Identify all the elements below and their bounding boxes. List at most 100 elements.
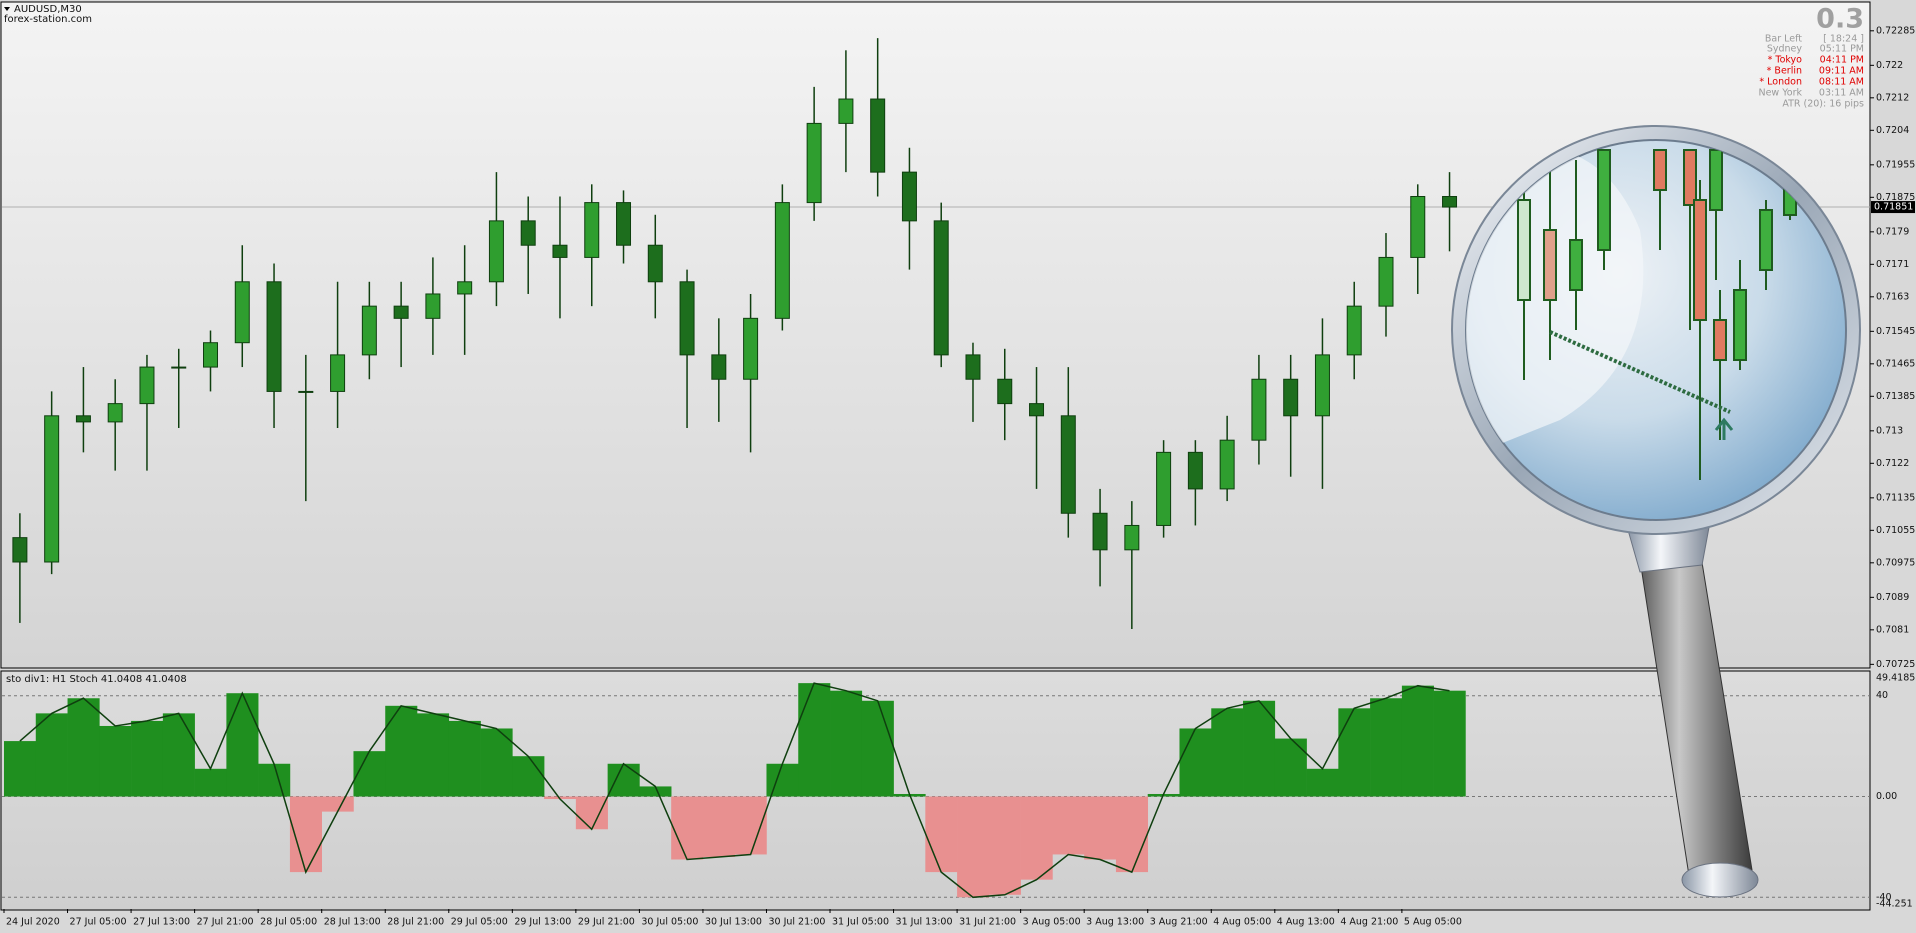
- x-tick-label: 5 Aug 05:00: [1404, 917, 1462, 928]
- x-tick-label: 28 Jul 21:00: [387, 917, 444, 928]
- info-label: * London: [1759, 77, 1802, 88]
- stoch-bar: [1401, 685, 1434, 797]
- y-tick-label: 0.71135: [1876, 492, 1915, 503]
- x-tick-label: 24 Jul 2020: [6, 917, 60, 928]
- y-tick-label: 0.7171: [1876, 259, 1909, 270]
- candle-body: [1378, 256, 1394, 307]
- stoch-bar: [1306, 768, 1339, 797]
- info-value: 09:11 AM: [1819, 66, 1864, 77]
- info-label: Bar Left: [1765, 34, 1802, 45]
- candle-body: [1251, 378, 1267, 441]
- info-value: 03:11 AM: [1819, 88, 1864, 99]
- lens-trendline: [1549, 330, 1731, 414]
- candle-body: [901, 171, 917, 222]
- y-tick-label: 0.7212: [1876, 92, 1909, 103]
- candle-body: [139, 366, 155, 405]
- lens-candles: [1517, 149, 1797, 480]
- stoch-bar: [1370, 698, 1403, 797]
- candle-body: [393, 305, 409, 319]
- x-tick-label: 30 Jul 13:00: [705, 917, 762, 928]
- candle-body: [75, 415, 91, 423]
- stoch-bar: [988, 796, 1021, 895]
- y-tick-label: 0.71465: [1876, 358, 1915, 369]
- lens-arrow: [1714, 417, 1734, 440]
- x-tick-label: 3 Aug 13:00: [1086, 917, 1144, 928]
- x-tick-label: 27 Jul 21:00: [197, 917, 254, 928]
- stoch-bar: [1433, 690, 1466, 797]
- info-footer: ATR (20): 16 pips: [1782, 99, 1864, 110]
- y-tick-label: 0.72285: [1876, 25, 1915, 36]
- x-tick-label: 27 Jul 05:00: [70, 917, 127, 928]
- x-tick-label: 3 Aug 05:00: [1023, 917, 1081, 928]
- indicator-max-label: 49.4185: [1876, 673, 1915, 684]
- plot-layer: 0.722850.7220.72120.72040.719550.718750.…: [2, 25, 1915, 928]
- y-tick-label: 40: [1876, 690, 1888, 701]
- info-label: * Tokyo: [1768, 55, 1803, 66]
- stoch-bar: [1084, 796, 1117, 860]
- y-tick-label: 0.7163: [1876, 291, 1909, 302]
- candle-body: [679, 281, 695, 356]
- candle-body: [457, 281, 473, 295]
- y-tick-label: 0.722: [1876, 60, 1903, 71]
- y-tick-label: 0.7089: [1876, 592, 1909, 603]
- stoch-bar: [1338, 708, 1371, 797]
- candle-body: [1346, 305, 1362, 356]
- candle-body: [933, 220, 949, 356]
- info-panel: 0.3 Bar Left [ 18:24 ] Sydney 05:11 PM *…: [1758, 4, 1864, 110]
- candle-body: [711, 354, 727, 380]
- candle-body: [1314, 354, 1330, 417]
- stoch-bar: [67, 698, 100, 797]
- stoch-bar: [925, 796, 958, 873]
- stoch-bar: [734, 796, 767, 855]
- stoch-bar: [830, 690, 863, 797]
- stoch-bar: [1274, 738, 1307, 797]
- candle-body: [12, 537, 28, 563]
- stoch-bar: [99, 725, 132, 797]
- x-tick-label: 4 Aug 05:00: [1213, 917, 1271, 928]
- candle-body: [1092, 512, 1108, 551]
- candle-body: [806, 122, 822, 204]
- candle-body: [965, 354, 981, 380]
- stoch-bar: [1179, 728, 1212, 797]
- stoch-bar: [1020, 796, 1053, 880]
- info-label: New York: [1758, 88, 1802, 99]
- current-price-label: 0.71851: [1874, 202, 1913, 213]
- candle-body: [616, 202, 632, 246]
- info-label: Sydney: [1767, 44, 1803, 55]
- candle-body: [1187, 451, 1203, 490]
- watermark: forex-station.com: [4, 14, 92, 25]
- stoch-bar: [321, 796, 354, 812]
- y-tick-label: 0.713: [1876, 425, 1903, 436]
- candle-body: [298, 390, 314, 393]
- stoch-bar: [639, 786, 672, 797]
- y-tick-label: 0.00: [1876, 791, 1897, 802]
- candle-body: [520, 220, 536, 246]
- x-tick-label: 31 Jul 13:00: [896, 917, 953, 928]
- stoch-bar: [385, 705, 418, 797]
- candle-body: [107, 403, 123, 423]
- y-tick-label: 0.7081: [1876, 624, 1909, 635]
- stoch-outline: [19, 682, 1450, 899]
- x-tick-label: 3 Aug 21:00: [1150, 917, 1208, 928]
- stoch-bar: [194, 768, 227, 797]
- x-tick-label: 4 Aug 13:00: [1277, 917, 1335, 928]
- candle-body: [203, 342, 219, 368]
- candle-body: [552, 244, 568, 258]
- indicator-title: sto div1: H1 Stoch 41.0408 41.0408: [6, 674, 187, 685]
- stoch-bar: [671, 796, 704, 860]
- current-price-box: [1871, 201, 1915, 214]
- magnifier-cap: [1681, 862, 1759, 898]
- candle-body: [171, 366, 187, 369]
- x-tick-label: 30 Jul 05:00: [641, 917, 698, 928]
- candle-body: [1060, 415, 1076, 514]
- y-tick-label: 0.71385: [1876, 391, 1915, 402]
- lens-content: [1466, 146, 1797, 480]
- stoch-bar: [4, 741, 37, 797]
- stoch-bar: [575, 796, 608, 830]
- candle-body: [870, 98, 886, 173]
- x-tick-label: 31 Jul 21:00: [959, 917, 1016, 928]
- stoch-bar: [798, 683, 831, 797]
- stoch-bar: [417, 713, 450, 797]
- stoch-bar: [480, 728, 513, 797]
